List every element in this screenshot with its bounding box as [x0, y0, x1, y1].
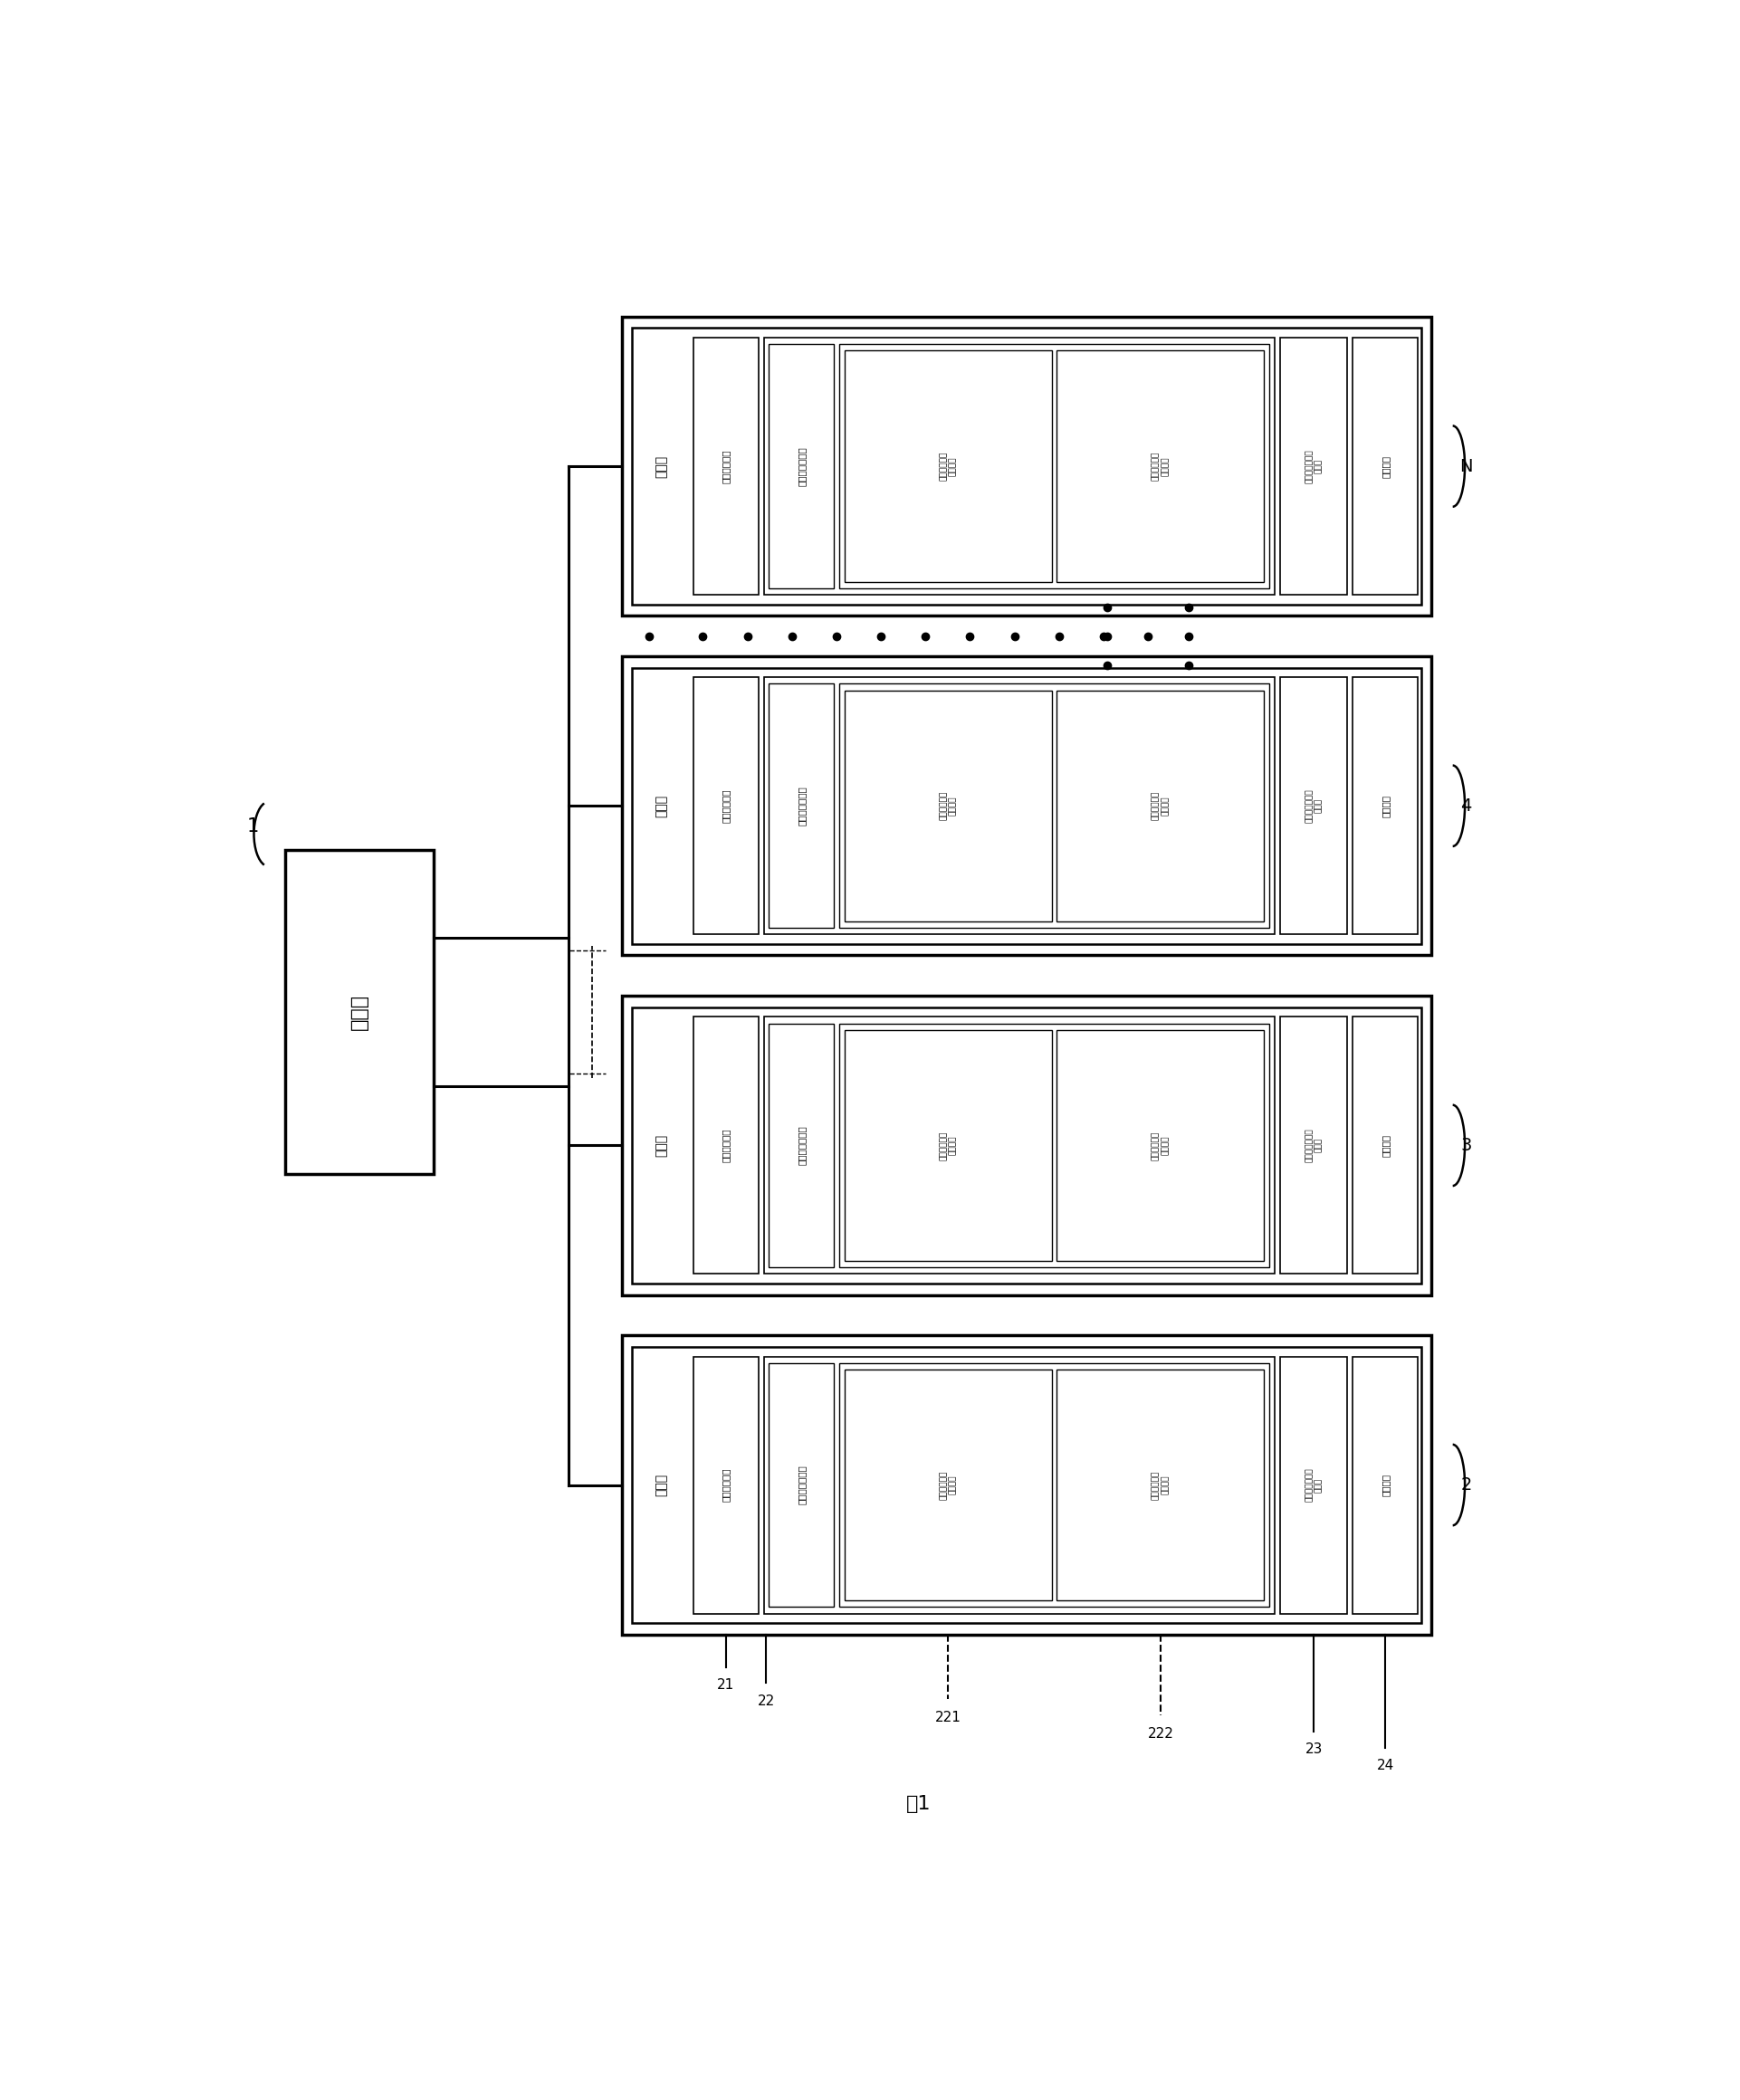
Bar	[844, 691, 1051, 922]
Text: 制冷温度值计
算子单元: 制冷温度值计 算子单元	[940, 1470, 957, 1499]
Bar	[764, 338, 1275, 594]
Bar	[1281, 1016, 1347, 1275]
Bar	[1354, 338, 1418, 594]
Bar	[694, 1357, 759, 1613]
Text: 温度值计算单元: 温度值计算单元	[797, 785, 806, 825]
Text: 温度值计算单元: 温度值计算单元	[797, 447, 806, 485]
Bar	[769, 344, 833, 588]
Bar	[844, 1369, 1051, 1600]
Bar	[769, 1363, 833, 1607]
Bar	[1281, 678, 1347, 935]
Text: 偏差的变化值计
算单元: 偏差的变化值计 算单元	[1305, 449, 1322, 483]
Text: 控制调节模块: 控制调节模块	[722, 1468, 731, 1502]
Bar	[839, 685, 1268, 928]
Bar	[769, 685, 833, 928]
Text: 制热温度值计
算子单元: 制热温度值计 算子单元	[1152, 452, 1169, 481]
Text: 控制调节模块: 控制调节模块	[722, 449, 731, 483]
Text: 控制调节模块: 控制调节模块	[722, 1128, 731, 1163]
Bar	[764, 678, 1275, 935]
Text: 偏差的变化值计
算单元: 偏差的变化值计 算单元	[1305, 790, 1322, 823]
Bar	[1354, 678, 1418, 935]
Text: 21: 21	[717, 1678, 734, 1693]
Bar	[839, 1363, 1268, 1607]
Text: 图1: 图1	[907, 1795, 931, 1814]
Text: N: N	[1460, 458, 1472, 475]
Bar	[632, 328, 1422, 605]
Text: 室内机: 室内机	[654, 1474, 668, 1497]
Text: 1: 1	[247, 817, 259, 836]
Text: 控制调节模块: 控制调节模块	[722, 790, 731, 823]
Bar	[694, 338, 759, 594]
Text: 制热温度值计
算子单元: 制热温度值计 算子单元	[1152, 792, 1169, 821]
Text: 偏差的变化值计
算单元: 偏差的变化值计 算单元	[1305, 1128, 1322, 1163]
Bar	[1281, 338, 1347, 594]
Text: 温度值计算单元: 温度值计算单元	[797, 1466, 806, 1506]
Bar	[844, 1029, 1051, 1260]
Bar	[1056, 691, 1263, 922]
Text: 222: 222	[1147, 1726, 1173, 1741]
Text: 4: 4	[1460, 798, 1472, 815]
Bar	[1056, 351, 1263, 582]
Bar	[1281, 1357, 1347, 1613]
Text: 22: 22	[757, 1695, 774, 1707]
Text: 叶圆单元: 叶圆单元	[1382, 1474, 1390, 1497]
Text: 温度值计算单元: 温度值计算单元	[797, 1126, 806, 1166]
Bar	[1056, 1029, 1263, 1260]
Text: 制冷温度值计
算子单元: 制冷温度值计 算子单元	[940, 792, 957, 821]
Text: 24: 24	[1376, 1760, 1394, 1772]
Bar	[844, 351, 1051, 582]
Bar	[632, 1008, 1422, 1283]
Bar	[764, 1357, 1275, 1613]
Bar	[769, 1023, 833, 1268]
Bar	[623, 995, 1430, 1296]
Text: 221: 221	[934, 1712, 960, 1724]
Text: 叶圆单元: 叶圆单元	[1382, 794, 1390, 817]
Text: 制热温度值计
算子单元: 制热温度值计 算子单元	[1152, 1130, 1169, 1159]
Bar	[632, 668, 1422, 945]
Bar	[623, 655, 1430, 956]
Text: 压缩机: 压缩机	[350, 993, 369, 1031]
Bar	[1056, 1369, 1263, 1600]
Bar	[623, 1336, 1430, 1634]
Bar	[632, 1346, 1422, 1623]
Bar	[694, 1016, 759, 1275]
Text: 室内机: 室内机	[654, 1134, 668, 1157]
Bar	[839, 344, 1268, 588]
Text: 室内机: 室内机	[654, 456, 668, 477]
Text: 3: 3	[1460, 1136, 1472, 1155]
Text: 制冷温度值计
算子单元: 制冷温度值计 算子单元	[940, 1130, 957, 1159]
Bar	[694, 678, 759, 935]
Bar	[285, 850, 433, 1174]
Text: 2: 2	[1460, 1476, 1472, 1493]
Text: 叶圆单元: 叶圆单元	[1382, 456, 1390, 477]
Text: 23: 23	[1305, 1743, 1322, 1756]
Text: 偏差的变化值计
算单元: 偏差的变化值计 算单元	[1305, 1468, 1322, 1502]
Text: 制冷温度值计
算子单元: 制冷温度值计 算子单元	[940, 452, 957, 481]
Bar	[1354, 1357, 1418, 1613]
Bar	[1354, 1016, 1418, 1275]
Text: 制热温度值计
算子单元: 制热温度值计 算子单元	[1152, 1470, 1169, 1499]
Bar	[764, 1016, 1275, 1275]
Text: 室内机: 室内机	[654, 794, 668, 817]
Bar	[623, 317, 1430, 615]
Text: 叶圆单元: 叶圆单元	[1382, 1134, 1390, 1157]
Bar	[839, 1023, 1268, 1268]
